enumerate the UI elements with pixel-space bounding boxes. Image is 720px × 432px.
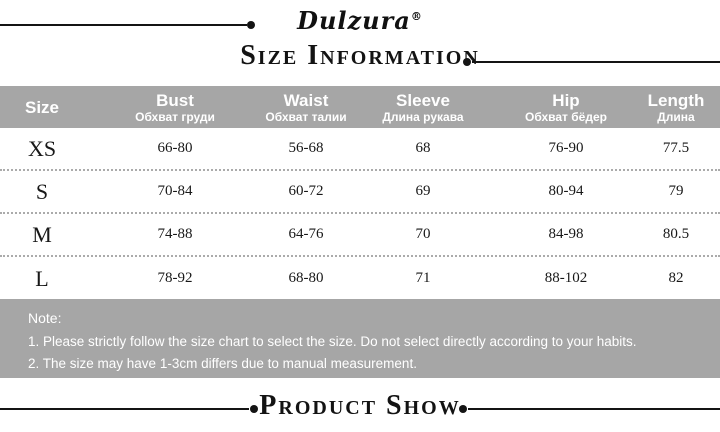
decorative-line-top-left xyxy=(0,21,255,29)
brand-name: Dulzura xyxy=(297,6,411,35)
column-label-ru: Длина рукава xyxy=(382,109,464,124)
line-end-dot xyxy=(463,58,471,66)
cell-sleeve: 69 xyxy=(415,183,431,199)
note-section: Note: 1. Please strictly follow the size… xyxy=(0,299,720,378)
column-label-en: Size xyxy=(24,97,60,117)
cell-waist: 68-80 xyxy=(288,270,324,286)
column-header-length: Length Длина xyxy=(632,86,720,128)
cell-length: 79 xyxy=(668,183,684,199)
cell-hip: 80-94 xyxy=(548,183,584,199)
cell-bust: 66-80 xyxy=(157,140,193,156)
note-line-1: 1. Please strictly follow the size chart… xyxy=(28,334,637,349)
column-header-waist: Waist Обхват талии xyxy=(265,86,347,128)
note-title: Note: xyxy=(28,310,62,326)
column-label-en: Bust xyxy=(156,90,194,110)
table-row-s: S 70-84 60-72 69 80-94 79 xyxy=(0,171,720,214)
table-header-row: Size Bust Обхват груди Waist Обхват тали… xyxy=(0,86,720,128)
cell-hip: 84-98 xyxy=(548,226,584,242)
cell-bust: 74-88 xyxy=(157,226,193,242)
cell-sleeve: 68 xyxy=(415,140,431,156)
column-label-en: Sleeve xyxy=(396,90,450,110)
cell-hip: 88-102 xyxy=(544,270,588,286)
size-information-title: Size Information xyxy=(240,40,480,71)
cell-size: XS xyxy=(27,135,57,161)
column-label-en: Waist xyxy=(283,90,329,110)
line-end-dot xyxy=(459,405,467,413)
line-end-dot xyxy=(250,405,258,413)
cell-sleeve: 70 xyxy=(415,226,431,242)
column-label-en: Length xyxy=(647,90,705,110)
cell-bust: 78-92 xyxy=(157,270,193,286)
table-row-m: M 74-88 64-76 70 84-98 80.5 xyxy=(0,214,720,257)
cell-length: 77.5 xyxy=(662,140,690,156)
column-label-ru: Обхват талии xyxy=(265,109,347,124)
column-label-en: Hip xyxy=(552,90,580,110)
column-label-ru: Обхват груди xyxy=(135,109,215,124)
column-label-ru: Обхват бёдер xyxy=(525,109,607,124)
cell-size: M xyxy=(32,221,52,247)
cell-size: S xyxy=(35,178,49,204)
product-show-title: Product Show xyxy=(259,390,461,421)
table-row-l: L 78-92 68-80 71 88-102 82 xyxy=(0,257,720,300)
column-header-bust: Bust Обхват груди xyxy=(84,86,266,128)
cell-bust: 70-84 xyxy=(157,183,193,199)
column-header-sleeve: Sleeve Длина рукава xyxy=(346,86,500,128)
cell-sleeve: 71 xyxy=(415,270,431,286)
cell-waist: 56-68 xyxy=(288,140,324,156)
decorative-line-title-right xyxy=(463,58,720,66)
column-header-size: Size xyxy=(0,86,84,128)
decorative-line-product-left xyxy=(0,405,258,413)
brand-logo: Dulzura® xyxy=(0,6,720,35)
cell-length: 80.5 xyxy=(662,226,690,242)
table-body: XS 66-80 56-68 68 76-90 77.5 S 70-84 60-… xyxy=(0,128,720,300)
registered-trademark-mark: ® xyxy=(410,10,423,23)
note-line-2: 2. The size may have 1-3cm differs due t… xyxy=(28,356,417,371)
line-end-dot xyxy=(247,21,255,29)
column-header-hip: Hip Обхват бёдер xyxy=(500,86,632,128)
cell-waist: 60-72 xyxy=(288,183,324,199)
decorative-line-product-right xyxy=(459,405,720,413)
cell-waist: 64-76 xyxy=(288,226,324,242)
cell-size: L xyxy=(35,265,49,291)
cell-length: 82 xyxy=(668,270,684,286)
cell-hip: 76-90 xyxy=(548,140,584,156)
table-row-xs: XS 66-80 56-68 68 76-90 77.5 xyxy=(0,128,720,171)
column-label-ru: Длина xyxy=(657,109,695,124)
